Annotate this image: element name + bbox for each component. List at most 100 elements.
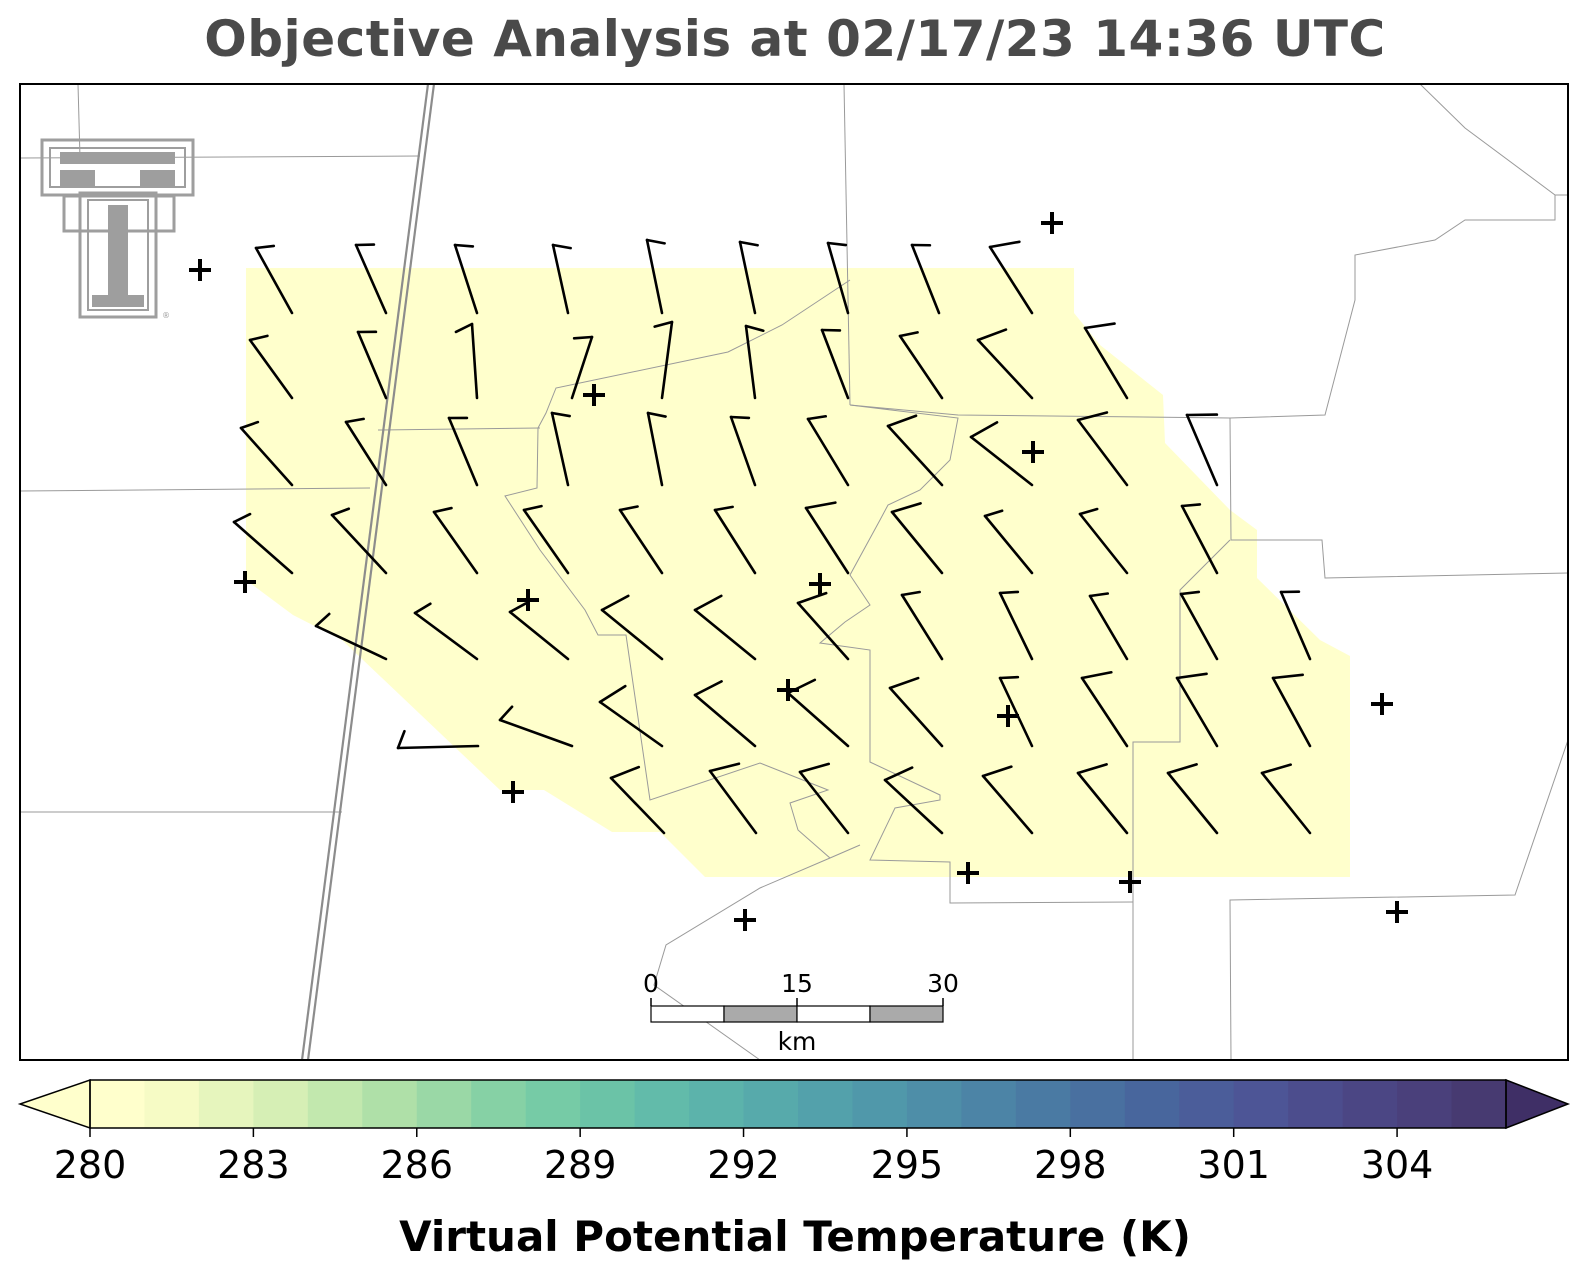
colorbar-segment xyxy=(1342,1080,1398,1128)
wind-barb-icon xyxy=(1279,590,1312,661)
wind-barb-icon xyxy=(508,602,570,661)
scale-tick-30: 30 xyxy=(927,969,959,998)
wind-barb-icon xyxy=(618,505,664,575)
wind-barb-icon xyxy=(653,320,674,400)
wind-barb-icon xyxy=(744,324,765,400)
wind-barb-icon xyxy=(232,512,294,575)
colorbar-segment xyxy=(1451,1080,1507,1128)
colorbar-segment xyxy=(1015,1080,1071,1128)
colorbar-segment xyxy=(1179,1080,1235,1128)
wind-barb-icon xyxy=(729,415,757,487)
wind-barb-icon xyxy=(454,322,479,400)
wind-barb-icon xyxy=(413,602,479,661)
wind-barb-icon xyxy=(522,504,570,575)
colorbar-segment xyxy=(416,1080,472,1128)
colorbar-tick-label: 292 xyxy=(707,1143,780,1187)
colorbar-label: Virtual Potential Temperature (K) xyxy=(399,1212,1191,1261)
colorbar-segment xyxy=(689,1080,745,1128)
wind-barb-icon xyxy=(1076,763,1129,835)
wind-barb-icon xyxy=(890,502,944,575)
analysis-fill-region xyxy=(246,268,1350,877)
colorbar-segment xyxy=(362,1080,418,1128)
colorbar-segment xyxy=(906,1080,962,1128)
wind-barb-icon xyxy=(432,506,479,575)
colorbar-segment xyxy=(798,1080,854,1128)
colorbar-segment xyxy=(90,1080,146,1128)
wind-barb-icon xyxy=(1076,411,1129,487)
wind-barb-icon xyxy=(600,594,664,661)
colorbar-segment xyxy=(1124,1080,1180,1128)
wind-barb-icon xyxy=(645,238,666,315)
wind-barb-icon xyxy=(708,762,758,835)
wind-barb-icon xyxy=(330,507,388,575)
wind-barb-icon xyxy=(983,509,1034,575)
wind-barb-icon xyxy=(550,411,571,487)
texas-tech-logo: ® xyxy=(40,138,195,320)
plus-marker-icon xyxy=(957,862,979,884)
wind-barb-icon xyxy=(356,330,388,400)
wind-barb-icon xyxy=(883,766,944,835)
plus-marker-icon xyxy=(1022,441,1044,463)
plus-marker-icon xyxy=(234,571,256,593)
colorbar-segment xyxy=(253,1080,309,1128)
wind-barb-icon xyxy=(886,414,944,487)
scale-tick-15: 15 xyxy=(781,969,813,998)
plus-marker-icon xyxy=(517,589,539,611)
colorbar-segment xyxy=(852,1080,908,1128)
wind-barb-icon xyxy=(1088,592,1129,661)
wind-barb-icon xyxy=(806,414,850,487)
state-boundary xyxy=(300,84,436,1060)
colorbar-segment xyxy=(580,1080,636,1128)
colorbar-tick-label: 280 xyxy=(54,1143,127,1187)
colorbar-segment xyxy=(525,1080,581,1128)
wind-barb-icon xyxy=(239,420,294,487)
plus-marker-icon xyxy=(583,384,605,406)
wind-barb-icon xyxy=(453,243,479,315)
wind-barb-icon xyxy=(314,612,388,661)
scale-unit: km xyxy=(778,1027,817,1056)
wind-barb-icon xyxy=(910,243,941,315)
registered-mark: ® xyxy=(162,311,170,320)
colorbar-segment xyxy=(198,1080,254,1128)
colorbar: 280 283 286 289 292 295 298 301 304 xyxy=(17,1078,1571,1187)
wind-barb-icon xyxy=(981,765,1034,835)
map-frame xyxy=(19,83,1569,1061)
colorbar-segment xyxy=(1397,1080,1453,1128)
county-boundaries xyxy=(20,84,1568,1060)
colorbar-segment xyxy=(307,1080,363,1128)
scale-tick-0: 0 xyxy=(643,969,659,998)
wind-barb-icon xyxy=(969,421,1034,487)
plus-marker-icon xyxy=(1386,901,1408,923)
wind-barb-icon xyxy=(1180,503,1219,575)
wind-barb-icon xyxy=(598,684,664,748)
plus-marker-icon xyxy=(777,679,799,701)
colorbar-tick-label: 289 xyxy=(544,1143,617,1187)
wind-barb-icon xyxy=(900,590,944,661)
wind-barb-icon xyxy=(1271,673,1312,748)
station-markers xyxy=(189,212,1408,931)
plus-marker-icon xyxy=(1041,212,1063,234)
plus-marker-icon xyxy=(1119,871,1141,893)
plus-marker-icon xyxy=(997,705,1019,727)
wind-barb-icon xyxy=(344,417,388,487)
wind-barb-icon xyxy=(998,675,1034,748)
wind-barb-icon xyxy=(738,240,759,315)
colorbar-tick-label: 283 xyxy=(217,1143,290,1187)
plus-marker-icon xyxy=(734,909,756,931)
colorbar-segment xyxy=(471,1080,527,1128)
wind-barb-icon xyxy=(248,334,294,400)
plus-marker-icon xyxy=(189,259,211,281)
wind-barb-icon xyxy=(713,505,757,575)
wind-barb-icon xyxy=(447,416,479,487)
wind-barb-icon xyxy=(820,328,850,400)
page-title: Objective Analysis at 02/17/23 14:36 UTC xyxy=(204,10,1386,68)
colorbar-tick-label: 304 xyxy=(1361,1143,1434,1187)
colorbar-tick-label: 286 xyxy=(381,1143,454,1187)
wind-barb-icon xyxy=(693,594,757,661)
colorbar-frame xyxy=(89,1079,1507,1129)
wind-barb-icon xyxy=(1175,672,1219,748)
wind-barb-icon xyxy=(570,335,594,400)
colorbar-segment xyxy=(743,1080,799,1128)
colorbar-segment xyxy=(1288,1080,1344,1128)
wind-barb-icon xyxy=(1166,763,1219,835)
